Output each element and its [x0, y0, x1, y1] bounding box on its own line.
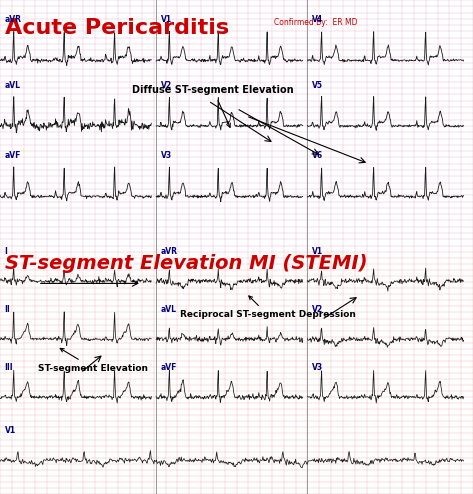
Text: aVL: aVL [161, 305, 177, 314]
Text: aVF: aVF [5, 151, 21, 160]
Text: V5: V5 [312, 81, 323, 89]
Text: Reciprocal ST-segment Depression: Reciprocal ST-segment Depression [180, 296, 356, 319]
Text: V2: V2 [161, 81, 172, 89]
Text: aVL: aVL [5, 81, 21, 89]
Text: V3: V3 [312, 363, 324, 372]
Text: Diffuse ST-segment Elevation: Diffuse ST-segment Elevation [132, 85, 294, 127]
Text: ST-segment Elevation: ST-segment Elevation [38, 348, 148, 372]
Text: III: III [5, 363, 13, 372]
Text: aVR: aVR [5, 15, 22, 24]
Text: ST-segment Elevation MI (STEMI): ST-segment Elevation MI (STEMI) [5, 254, 367, 273]
Text: II: II [5, 305, 10, 314]
Text: V6: V6 [312, 151, 324, 160]
Text: aVF: aVF [161, 363, 177, 372]
Text: I: I [5, 247, 8, 256]
Text: V4: V4 [312, 15, 324, 24]
Text: V2: V2 [312, 305, 324, 314]
Text: V3: V3 [161, 151, 172, 160]
Text: aVR: aVR [161, 247, 178, 256]
Text: V1: V1 [312, 247, 324, 256]
Text: Confirmed By:  ER MD: Confirmed By: ER MD [274, 18, 358, 27]
Text: Acute Pericarditis: Acute Pericarditis [5, 18, 229, 38]
Text: V1: V1 [5, 426, 16, 435]
Text: V1: V1 [161, 15, 172, 24]
